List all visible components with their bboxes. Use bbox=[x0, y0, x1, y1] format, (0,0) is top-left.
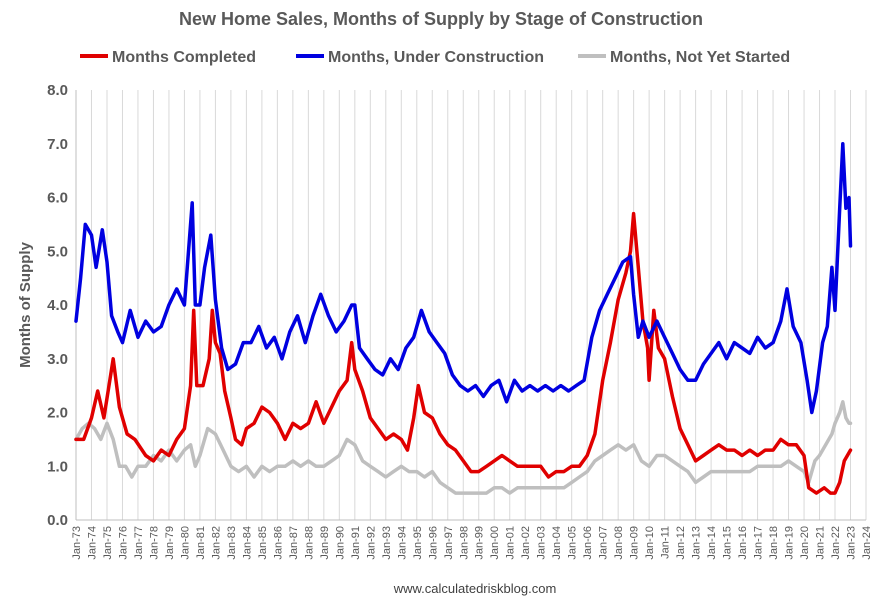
y-tick-label: 7.0 bbox=[47, 136, 68, 153]
y-tick-label: 2.0 bbox=[47, 405, 68, 422]
x-tick-label: Jan-86 bbox=[272, 526, 284, 560]
x-tick-label: Jan-13 bbox=[691, 526, 703, 560]
y-tick-label: 0.0 bbox=[47, 512, 68, 529]
x-tick-label: Jan-05 bbox=[567, 526, 579, 560]
x-tick-label: Jan-77 bbox=[133, 526, 145, 560]
x-tick-label: Jan-88 bbox=[303, 526, 315, 560]
chart-title: New Home Sales, Months of Supply by Stag… bbox=[179, 9, 703, 29]
x-tick-label: Jan-00 bbox=[489, 526, 501, 560]
x-tick-label: Jan-24 bbox=[861, 526, 873, 560]
x-tick-label: Jan-73 bbox=[71, 526, 83, 560]
x-tick-label: Jan-18 bbox=[768, 526, 780, 560]
x-tick-label: Jan-01 bbox=[505, 526, 517, 560]
x-tick-label: Jan-96 bbox=[427, 526, 439, 560]
y-axis-label: Months of Supply bbox=[17, 241, 34, 367]
x-tick-label: Jan-04 bbox=[551, 526, 563, 560]
y-tick-label: 6.0 bbox=[47, 190, 68, 207]
y-tick-label: 1.0 bbox=[47, 458, 68, 475]
series-line-1 bbox=[74, 142, 853, 415]
x-tick-label: Jan-79 bbox=[164, 526, 176, 560]
x-tick-label: Jan-21 bbox=[815, 526, 827, 560]
x-tick-label: Jan-98 bbox=[458, 526, 470, 560]
x-tick-label: Jan-10 bbox=[644, 526, 656, 560]
y-tick-label: 3.0 bbox=[47, 351, 68, 368]
x-tick-label: Jan-14 bbox=[706, 526, 718, 560]
x-tick-label: Jan-94 bbox=[396, 526, 408, 560]
x-tick-label: Jan-22 bbox=[830, 526, 842, 560]
x-tick-label: Jan-11 bbox=[660, 526, 672, 559]
x-tick-label: Jan-12 bbox=[675, 526, 687, 560]
x-tick-label: Jan-89 bbox=[319, 526, 331, 560]
x-tick-label: Jan-19 bbox=[784, 526, 796, 560]
series-lines bbox=[74, 142, 853, 495]
x-tick-label: Jan-97 bbox=[443, 526, 455, 560]
axes: Jan-73 Jan-74 Jan-75 Jan-76 Jan-77 Jan-78 Jan-… bbox=[47, 82, 873, 560]
series-line-2 bbox=[74, 400, 853, 495]
x-tick-label: Jan-82 bbox=[210, 526, 222, 560]
x-tick-label: Jan-92 bbox=[365, 526, 377, 560]
x-tick-label: Jan-17 bbox=[753, 526, 765, 560]
x-tick-label: Jan-80 bbox=[179, 526, 191, 560]
legend: Months Completed Months, Under Constructi… bbox=[80, 49, 790, 66]
x-tick-label: Jan-16 bbox=[737, 526, 749, 560]
x-tick-label: Jan-76 bbox=[117, 526, 129, 560]
y-tick-label: 8.0 bbox=[47, 82, 68, 99]
x-tick-label: Jan-09 bbox=[629, 526, 641, 560]
x-tick-label: Jan-15 bbox=[722, 526, 734, 560]
x-tick-label: Jan-08 bbox=[613, 526, 625, 560]
x-tick-label: Jan-93 bbox=[381, 526, 393, 560]
x-tick-label: Jan-75 bbox=[102, 526, 114, 560]
x-tick-label: Jan-83 bbox=[226, 526, 238, 560]
x-tick-label: Jan-81 bbox=[195, 526, 207, 560]
series-line-0 bbox=[74, 211, 853, 495]
x-tick-label: Jan-90 bbox=[334, 526, 346, 560]
y-tick-label: 5.0 bbox=[47, 243, 68, 260]
legend-label: Months Completed bbox=[112, 49, 256, 66]
legend-label: Months, Not Yet Started bbox=[610, 49, 790, 66]
footer-source: www.calculatedriskblog.com bbox=[393, 581, 557, 596]
x-tick-label: Jan-78 bbox=[148, 526, 160, 560]
x-tick-label: Jan-23 bbox=[846, 526, 858, 560]
x-tick-label: Jan-07 bbox=[598, 526, 610, 560]
x-tick-label: Jan-91 bbox=[350, 526, 362, 560]
x-tick-label: Jan-95 bbox=[412, 526, 424, 560]
x-tick-label: Jan-85 bbox=[257, 526, 269, 560]
x-tick-label: Jan-99 bbox=[474, 526, 486, 560]
x-tick-label: Jan-74 bbox=[86, 526, 98, 560]
x-tick-label: Jan-06 bbox=[582, 526, 594, 560]
legend-label: Months, Under Construction bbox=[328, 49, 544, 66]
x-tick-label: Jan-03 bbox=[536, 526, 548, 560]
x-tick-label: Jan-87 bbox=[288, 526, 300, 560]
y-tick-label: 4.0 bbox=[47, 297, 68, 314]
x-tick-label: Jan-20 bbox=[799, 526, 811, 560]
x-tick-label: Jan-84 bbox=[241, 526, 253, 560]
x-tick-label: Jan-02 bbox=[520, 526, 532, 560]
